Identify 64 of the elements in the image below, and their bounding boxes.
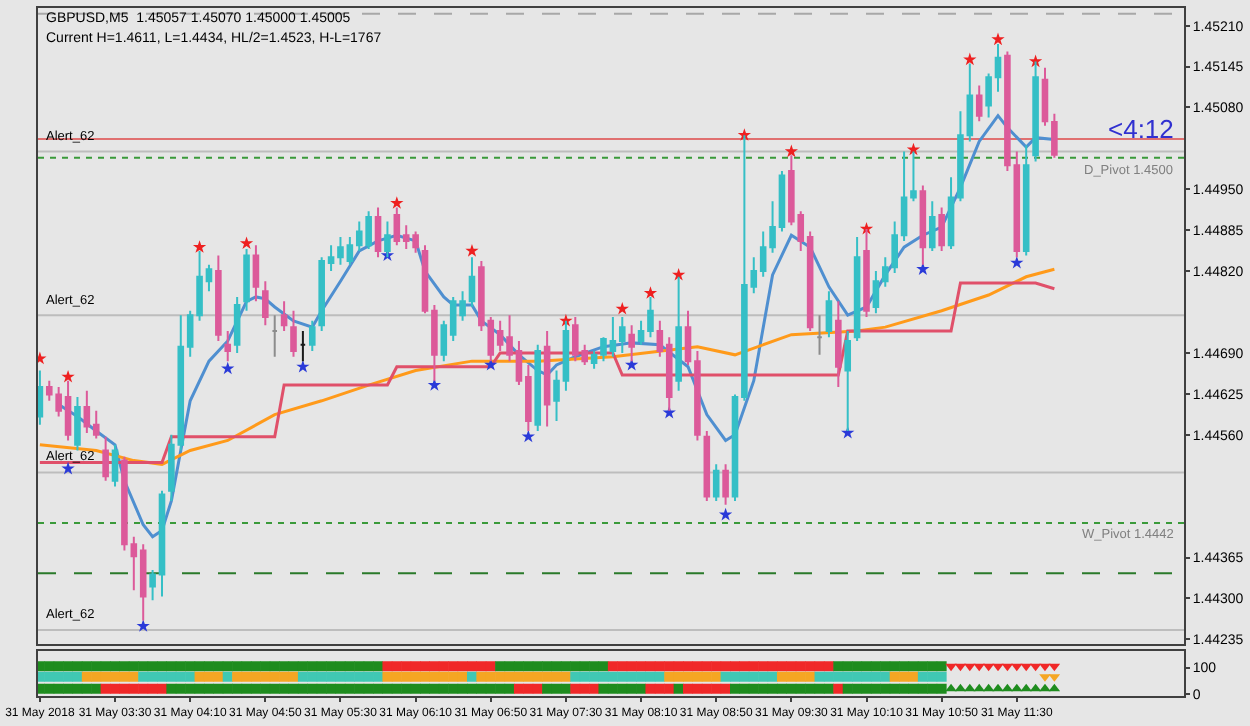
candlestick	[252, 244, 260, 303]
candlestick	[271, 314, 279, 358]
point	[992, 683, 1004, 692]
point	[964, 663, 976, 672]
point	[784, 144, 799, 158]
point	[192, 240, 207, 253]
candlestick	[975, 84, 983, 123]
point	[1011, 683, 1023, 692]
point	[1020, 663, 1032, 672]
point	[991, 32, 1005, 46]
candlestick	[1022, 144, 1030, 257]
candlestick	[712, 463, 720, 502]
point	[992, 663, 1004, 672]
point	[136, 619, 150, 632]
point	[1039, 663, 1051, 672]
point	[390, 196, 404, 209]
candlestick	[938, 206, 945, 252]
point	[718, 507, 733, 521]
candlestick	[543, 329, 551, 428]
candlestick	[675, 275, 682, 392]
candlestick	[384, 220, 391, 259]
candlestick	[1032, 60, 1039, 163]
point	[643, 286, 658, 299]
point	[521, 429, 535, 443]
point	[945, 663, 957, 672]
point	[906, 142, 921, 156]
candlestick	[308, 319, 316, 353]
candlestick	[618, 316, 626, 354]
candlestick	[38, 369, 44, 426]
candlestick	[233, 295, 241, 354]
candlestick	[74, 396, 81, 452]
point	[61, 369, 75, 383]
candlestick	[703, 430, 711, 502]
annotation: <4:12	[1108, 114, 1174, 144]
point	[1011, 663, 1023, 672]
candlestick	[374, 206, 382, 259]
candlestick	[835, 300, 842, 388]
point	[615, 301, 629, 315]
point	[427, 378, 442, 391]
candlestick	[102, 435, 109, 482]
candlestick	[928, 200, 936, 252]
candlestick	[262, 280, 269, 327]
candlestick	[722, 463, 729, 506]
candlestick	[628, 324, 635, 363]
point	[973, 663, 985, 672]
point	[221, 361, 235, 375]
candlestick	[215, 254, 222, 342]
candlestick	[816, 314, 823, 356]
candlestick	[825, 290, 833, 339]
point	[916, 262, 930, 275]
point	[973, 683, 985, 692]
candlestick	[534, 343, 542, 432]
point	[296, 359, 310, 373]
point	[239, 236, 254, 250]
point	[963, 52, 977, 66]
candlestick	[243, 248, 250, 312]
candlestick	[290, 309, 297, 358]
candlestick	[280, 300, 288, 332]
candlestick	[853, 236, 861, 342]
point	[1010, 255, 1024, 269]
point	[1028, 54, 1043, 68]
point	[465, 243, 479, 257]
candlestick	[863, 227, 870, 319]
candlestick	[111, 443, 119, 488]
